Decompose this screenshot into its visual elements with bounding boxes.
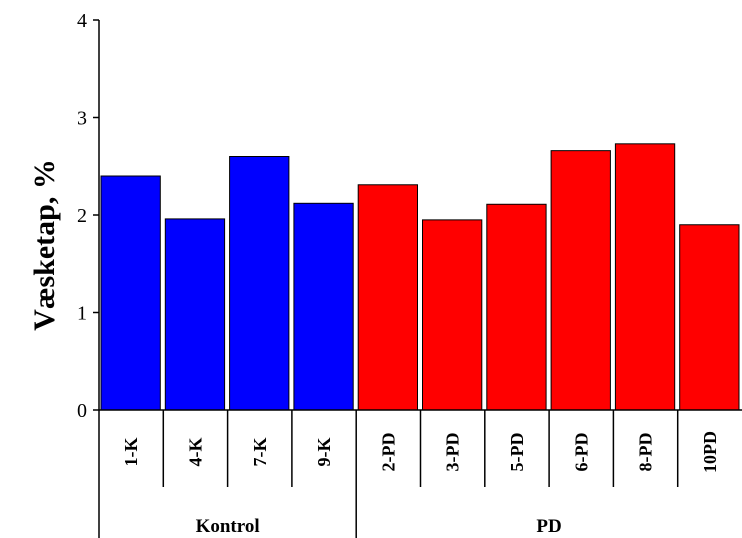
x-tick-label-2-pd: 2-PD: [378, 433, 398, 472]
bar-6-pd: [550, 150, 611, 411]
x-tick-label-5-pd: 5-PD: [507, 433, 527, 472]
y-tick-label-1: 1: [77, 303, 87, 325]
bar-2-pd: [357, 184, 419, 411]
x-tick-label-8-pd: 8-PD: [636, 433, 656, 472]
bar-7-k: [229, 156, 290, 411]
y-tick-label-0: 0: [77, 400, 87, 422]
bars-layer: [100, 143, 740, 411]
y-axis-label: Væsketap, %: [28, 159, 61, 331]
bar-8-pd: [614, 143, 676, 411]
x-tick-label-6-pd: 6-PD: [571, 433, 591, 472]
bar-3-pd: [422, 219, 483, 411]
y-tick-label-3: 3: [77, 108, 87, 130]
x-tick-label-3-pd: 3-PD: [443, 433, 463, 472]
x-tick-label-1-k: 1-K: [121, 438, 141, 467]
x-tick-label-4-k: 4-K: [185, 438, 205, 467]
bar-9-k: [293, 202, 354, 411]
bar-4-k: [164, 218, 226, 411]
bar-1-k: [100, 175, 161, 411]
bar-10pd: [679, 224, 740, 411]
x-tick-label-7-k: 7-K: [250, 438, 270, 467]
y-tick-label-4: 4: [77, 10, 87, 32]
bar-5-pd: [486, 203, 547, 411]
axes-layer: [93, 19, 742, 538]
x-tick-label-10pd: 10PD: [700, 431, 720, 473]
group-label-pd: PD: [536, 516, 561, 537]
x-tick-label-9-k: 9-K: [314, 438, 334, 467]
labels-layer: 0 1 2 3 4 1-K 4-K 7-K 9-K 2-PD 3-PD 5-PD 6-PD 8-PD 10P…: [77, 10, 720, 537]
group-label-kontrol: Kontrol: [196, 516, 260, 537]
y-tick-label-2: 2: [77, 205, 87, 227]
